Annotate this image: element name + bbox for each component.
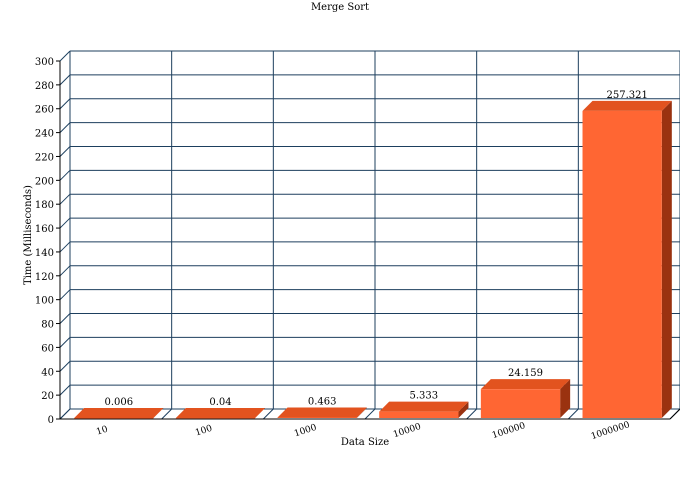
x-axis-title: Data Size <box>341 437 389 448</box>
bar <box>480 379 571 418</box>
bar-front <box>277 417 357 418</box>
bar-top <box>74 407 164 418</box>
data-label: 257.321 <box>606 90 647 101</box>
bar-side <box>255 407 266 418</box>
floor-gridline <box>161 408 173 420</box>
bar-side <box>458 401 469 418</box>
bar <box>277 407 367 418</box>
floor-gridline <box>567 408 579 420</box>
x-tick-label: 100 <box>194 424 214 439</box>
bar-side <box>560 379 571 418</box>
y-tick-label: 240 <box>35 129 54 140</box>
bar <box>582 100 672 419</box>
bar-front <box>582 110 662 419</box>
data-label: 24.159 <box>508 368 543 379</box>
bar-side <box>661 100 672 419</box>
y-gridline-join <box>59 313 71 324</box>
y-gridline-join <box>59 384 71 396</box>
data-label: 0.04 <box>209 397 231 408</box>
y-tick-label: 40 <box>41 367 54 378</box>
y-gridline-join <box>59 241 71 253</box>
y-tick-label: 120 <box>35 272 54 283</box>
y-axis-title: Time (Milliseconds) <box>23 185 34 285</box>
bar-front <box>379 411 459 418</box>
floor-gridline <box>466 408 478 420</box>
bar-top <box>379 401 469 412</box>
bar-top <box>277 407 367 418</box>
x-axis-end <box>669 408 680 420</box>
bar-top <box>480 379 571 390</box>
bar <box>175 407 266 419</box>
y-gridline-join <box>59 289 71 301</box>
data-labels: 0.006 0.04 0.463 5.333 24.159 257.321 <box>105 90 648 408</box>
bar-side <box>356 407 367 418</box>
data-label: 0.006 <box>105 397 134 408</box>
y-gridline-join <box>59 360 71 372</box>
data-label: 0.463 <box>308 396 337 407</box>
y-gridline-join <box>59 169 71 181</box>
y-tick-label: 80 <box>41 320 54 331</box>
y-gridline-join <box>59 122 71 133</box>
y-gridline-join <box>59 217 71 229</box>
y-gridline-join <box>59 146 71 157</box>
y-tick-label: 100 <box>35 296 54 307</box>
bars <box>74 100 672 419</box>
y-tick-label: 20 <box>41 391 54 402</box>
floor-gridline <box>262 408 274 420</box>
bar <box>74 407 164 419</box>
floor-gridline <box>59 408 71 420</box>
y-tick-label: 200 <box>35 176 54 187</box>
y-gridline-join <box>59 337 71 348</box>
y-tick-labels: 0 20 40 60 80 100 120 140 160 180 200 220 240 260 280 3… <box>35 57 54 426</box>
y-tick-label: 160 <box>35 224 54 235</box>
bar-front <box>74 417 154 419</box>
y-tick-label: 280 <box>35 81 54 92</box>
x-tick-label: 1000000 <box>590 420 631 442</box>
bar <box>379 401 469 418</box>
y-tick-label: 220 <box>35 152 54 163</box>
x-tick-label: 10000 <box>392 422 423 440</box>
y-tick-label: 60 <box>41 343 54 354</box>
x-tick-label: 10 <box>95 424 109 437</box>
floor-gridline <box>364 408 376 420</box>
y-tick-label: 260 <box>35 105 54 116</box>
axes <box>56 60 680 420</box>
bar-front <box>480 389 561 418</box>
y-tick-label: 180 <box>35 200 54 211</box>
x-tick-label: 1000 <box>293 423 318 440</box>
y-tick-label: 0 <box>48 415 54 426</box>
y-gridline-join <box>59 74 71 86</box>
bar-top <box>582 100 672 111</box>
y-gridline-join <box>59 50 71 62</box>
y-gridline-join <box>59 193 71 205</box>
x-tick-label: 100000 <box>491 421 527 441</box>
y-gridline-join <box>59 98 71 110</box>
y-tick-label: 300 <box>35 57 54 68</box>
y-gridline-join <box>59 265 71 277</box>
chart-title: Merge Sort <box>311 2 369 13</box>
bar-top <box>175 407 266 418</box>
grid <box>59 50 680 420</box>
data-label: 5.333 <box>410 391 439 402</box>
bar-front <box>175 417 256 419</box>
bar-side <box>153 407 164 418</box>
y-tick-label: 140 <box>35 248 54 259</box>
